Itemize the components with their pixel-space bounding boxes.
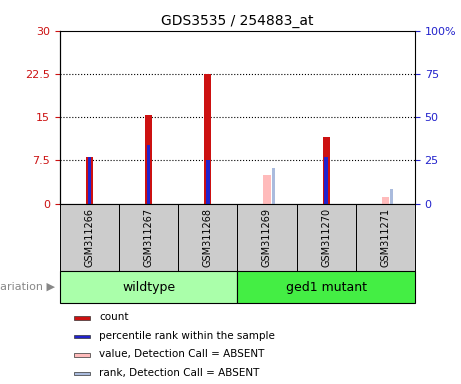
- Text: value, Detection Call = ABSENT: value, Detection Call = ABSENT: [99, 349, 264, 359]
- Bar: [178, 204, 237, 271]
- Text: ged1 mutant: ged1 mutant: [286, 281, 366, 293]
- Text: count: count: [99, 312, 129, 322]
- Text: GSM311266: GSM311266: [84, 208, 95, 266]
- Bar: [325, 157, 328, 204]
- Bar: [145, 115, 152, 204]
- Bar: [147, 145, 150, 204]
- Text: GSM311269: GSM311269: [262, 208, 272, 266]
- Bar: [237, 271, 415, 303]
- Bar: [272, 168, 275, 204]
- Text: rank, Detection Call = ABSENT: rank, Detection Call = ABSENT: [99, 368, 260, 378]
- Bar: [60, 271, 237, 303]
- Bar: [263, 175, 271, 204]
- Bar: [237, 204, 296, 271]
- Text: GSM311268: GSM311268: [203, 208, 213, 266]
- Bar: [74, 334, 90, 338]
- Bar: [206, 161, 210, 204]
- Bar: [296, 204, 356, 271]
- Bar: [119, 204, 178, 271]
- Text: genotype/variation ▶: genotype/variation ▶: [0, 282, 55, 292]
- Bar: [74, 372, 90, 375]
- Bar: [74, 353, 90, 357]
- Bar: [204, 74, 212, 204]
- Bar: [60, 204, 119, 271]
- Text: wildtype: wildtype: [122, 281, 175, 293]
- Bar: [382, 197, 389, 204]
- Text: GSM311270: GSM311270: [321, 208, 331, 266]
- Bar: [390, 189, 394, 204]
- Text: GSM311267: GSM311267: [144, 208, 154, 266]
- Title: GDS3535 / 254883_at: GDS3535 / 254883_at: [161, 14, 313, 28]
- Bar: [88, 157, 91, 204]
- Bar: [86, 157, 93, 204]
- Text: percentile rank within the sample: percentile rank within the sample: [99, 331, 275, 341]
- Bar: [323, 137, 330, 204]
- Bar: [74, 316, 90, 320]
- Text: GSM311271: GSM311271: [380, 208, 390, 266]
- Bar: [356, 204, 415, 271]
